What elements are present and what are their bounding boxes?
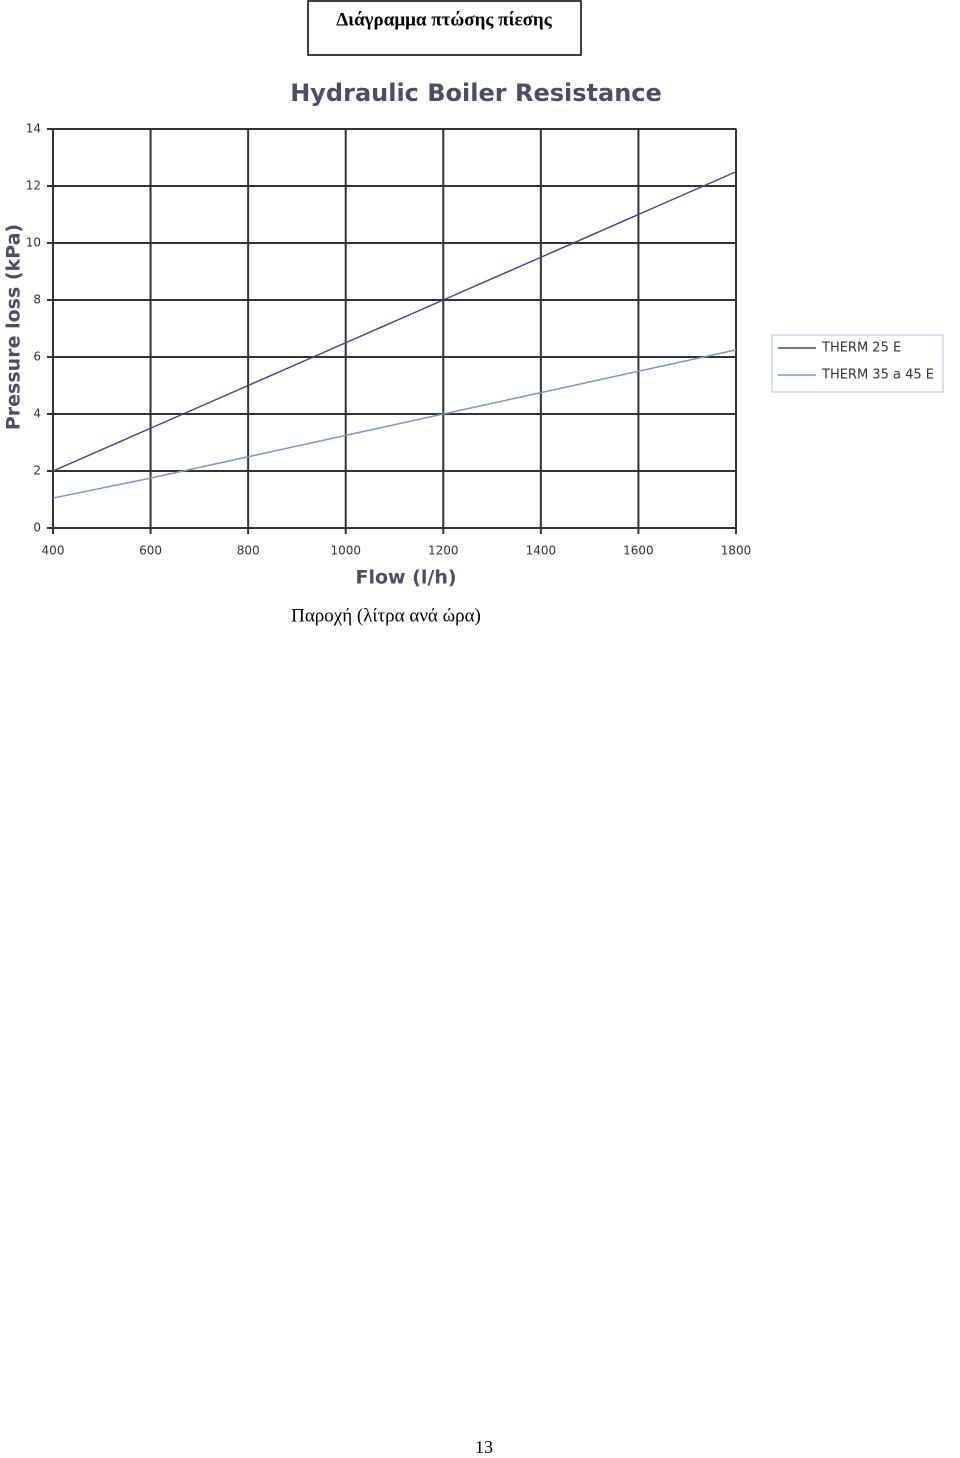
y-tick-label: 0 (33, 521, 41, 535)
x-tick-label: 1200 (428, 544, 459, 558)
legend-box (771, 334, 944, 393)
x-tick-label: 1000 (330, 544, 361, 558)
x-tick-label: 1600 (623, 544, 654, 558)
legend-label: THERM 35 a 45 E (821, 368, 934, 383)
header-box (307, 0, 582, 56)
x-tick-label: 1400 (526, 544, 557, 558)
header-title: Διάγραμμα πτώσης πίεσης (336, 9, 552, 30)
y-tick-label: 6 (33, 350, 41, 364)
x-tick-label: 800 (237, 544, 260, 558)
plot-area (52, 128, 737, 529)
x-tick-label: 600 (139, 544, 162, 558)
legend-label: THERM 25 E (821, 341, 901, 356)
y-tick-label: 14 (26, 122, 41, 136)
x-tick-label: 400 (42, 544, 65, 558)
page-number: 13 (475, 1437, 493, 1457)
y-tick-label: 10 (26, 236, 41, 250)
y-tick-label: 8 (33, 293, 41, 307)
x-tick-label: 1800 (721, 544, 752, 558)
data-line (52, 171, 737, 472)
chart-title: Hydraulic Boiler Resistance (290, 79, 662, 107)
x-axis-label: Flow (l/h) (355, 567, 456, 589)
caption: Παροχή (λίτρα ανά ώρα) (291, 605, 481, 626)
y-axis-label: Pressure loss (kPa) (3, 224, 25, 430)
data-line (52, 349, 737, 499)
y-tick-label: 4 (33, 407, 41, 421)
y-tick-label: 2 (33, 464, 41, 478)
y-tick-label: 12 (26, 179, 41, 193)
